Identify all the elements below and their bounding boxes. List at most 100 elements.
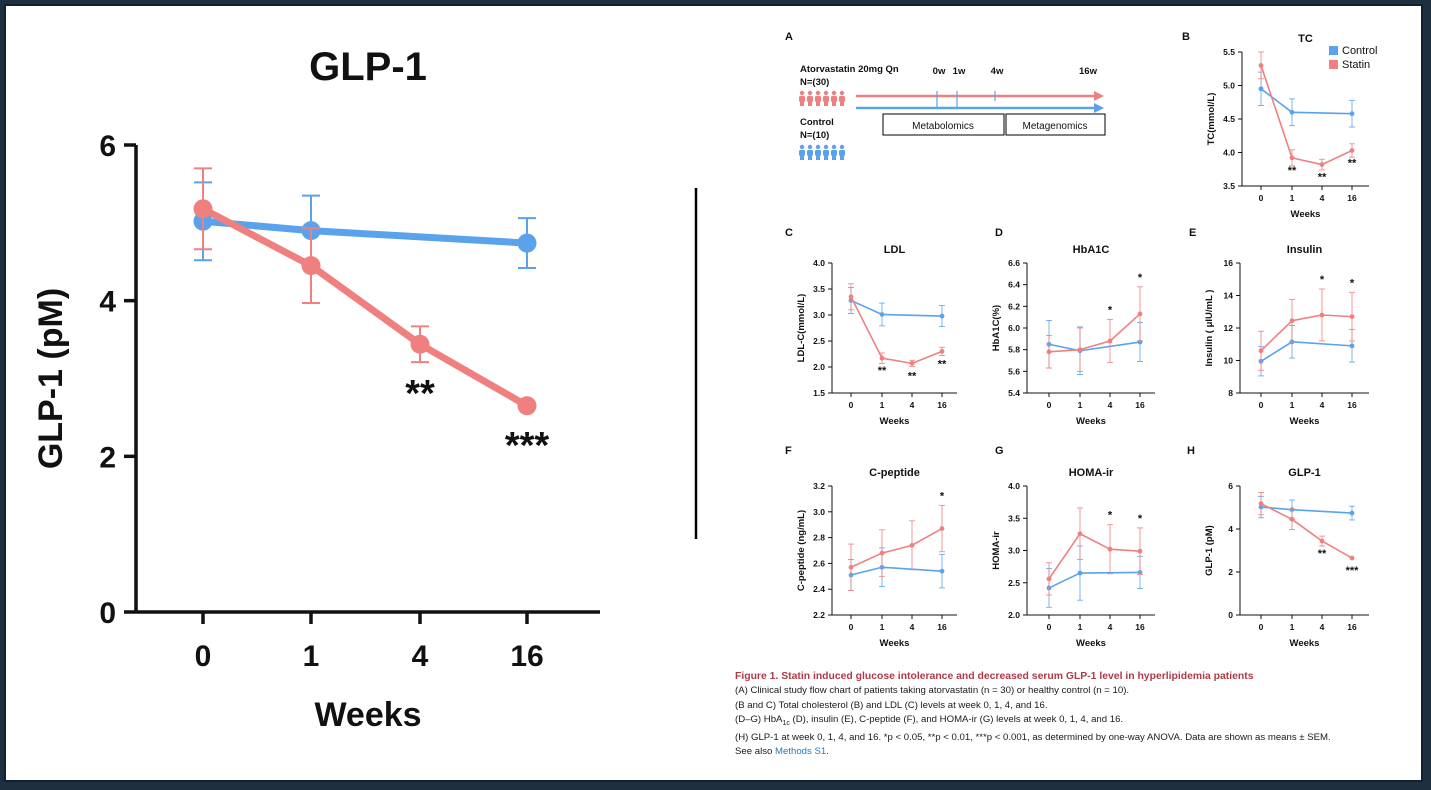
x-tick-label: 16 <box>937 622 947 632</box>
legend-label: Control <box>1342 45 1377 57</box>
data-point <box>1319 312 1325 318</box>
series-line <box>1048 313 1141 353</box>
person-legs <box>808 101 812 106</box>
x-axis-label: Weeks <box>314 696 421 734</box>
control-group-label: Control <box>800 117 834 128</box>
panel-letter: C <box>785 227 793 239</box>
panel-letter: B <box>1182 31 1190 43</box>
caption-text: (D), insulin (E), C-peptide (F), and HOM… <box>789 713 1124 725</box>
significance-label: * <box>1108 510 1113 522</box>
data-point <box>1349 148 1355 153</box>
legend-label: Statin <box>1342 59 1370 71</box>
x-tick-label: 0 <box>849 400 854 410</box>
chart-C: C LDL 1.5 2.0 2.5 3.0 3.5 4.0 0 1 4 16 Weeks LDL-C(mm… <box>785 227 957 427</box>
data-point <box>1137 311 1143 317</box>
control-arrowhead <box>1094 103 1104 113</box>
y-axis-label: HbA1C(%) <box>991 305 1002 351</box>
caption-line: See also Methods S1. <box>735 745 1415 759</box>
x-tick-label: 16 <box>510 640 543 673</box>
panel-letter: E <box>1189 227 1196 239</box>
y-axis-label: C-peptide (ng/mL) <box>796 510 807 591</box>
y-tick-label: 10 <box>1224 356 1234 366</box>
chart-title: TC <box>1298 33 1313 45</box>
x-tick-label: 4 <box>1108 400 1113 410</box>
person-icon-statin <box>799 90 845 106</box>
y-tick-label: 4.5 <box>1223 114 1235 124</box>
y-axis-label: TC(mmol/L) <box>1206 93 1217 146</box>
statin-group-label: Atorvastatin 20mg Qn <box>800 64 899 75</box>
person-head <box>823 144 829 150</box>
person-legs <box>824 101 828 106</box>
significance-label: ** <box>938 358 947 370</box>
data-point <box>1349 510 1355 516</box>
series-line <box>1048 571 1141 589</box>
series-line <box>1260 88 1353 115</box>
x-tick-label: 4 <box>1320 193 1325 203</box>
y-axis-label: LDL-C(mmol/L) <box>796 294 807 363</box>
y-tick-label: 2 <box>99 441 116 474</box>
data-point <box>1258 63 1264 68</box>
data-point <box>909 542 915 548</box>
caption-line: (H) GLP-1 at week 0, 1, 4, and 16. *p < … <box>735 732 1331 744</box>
data-point <box>301 256 321 276</box>
y-tick-label: 5.5 <box>1223 47 1235 57</box>
data-point <box>848 294 854 300</box>
metabolomics-box <box>882 113 1005 136</box>
person-legs <box>840 101 844 106</box>
x-tick-label: 0 <box>1047 400 1052 410</box>
x-tick-label: 0 <box>1259 193 1264 203</box>
significance-label: * <box>1138 272 1143 284</box>
series-line <box>850 566 943 576</box>
y-tick-label: 3.2 <box>813 481 825 491</box>
chart-title: GLP-1 <box>1288 467 1320 479</box>
y-tick-label: 6 <box>99 130 116 163</box>
data-point <box>939 349 945 354</box>
x-tick-label: 0 <box>849 622 854 632</box>
y-tick-label: 5.0 <box>1223 81 1235 91</box>
data-point <box>1289 155 1295 161</box>
y-tick-label: 8 <box>1228 388 1233 398</box>
data-point <box>517 233 537 253</box>
timepoint-label: 0w <box>933 66 946 77</box>
data-point <box>1077 347 1083 353</box>
data-point <box>1289 516 1295 522</box>
y-tick-label: 3.5 <box>813 284 825 294</box>
series-line <box>850 296 943 365</box>
timepoint-label: 16w <box>1079 66 1098 77</box>
significance-label: *** <box>1346 565 1360 577</box>
data-point <box>1077 570 1083 576</box>
data-point <box>1046 349 1052 355</box>
x-tick-label: 1 <box>1290 400 1295 410</box>
x-tick-label: 0 <box>1259 622 1264 632</box>
y-tick-label: 2 <box>1228 567 1233 577</box>
y-tick-label: 3.5 <box>1223 181 1235 191</box>
y-tick-label: 14 <box>1224 291 1234 301</box>
series-line <box>1260 65 1353 166</box>
data-point <box>939 313 945 319</box>
chart-title: HbA1C <box>1073 244 1110 256</box>
y-tick-label: 0 <box>1228 610 1233 620</box>
y-axis-label: GLP-1 (pM) <box>32 288 70 469</box>
significance-label: ** <box>878 365 887 377</box>
y-tick-label: 2.8 <box>813 533 825 543</box>
y-tick-label: 1.5 <box>813 388 825 398</box>
panel-letter-a: A <box>785 31 793 43</box>
x-tick-label: 0 <box>195 640 212 673</box>
legend-swatch <box>1329 46 1338 55</box>
person-head <box>839 144 845 150</box>
significance-label: * <box>1138 513 1143 525</box>
data-point <box>1289 109 1295 115</box>
data-point <box>1107 338 1113 344</box>
data-point <box>1137 548 1143 554</box>
series-line <box>850 299 943 317</box>
person-body <box>807 150 813 156</box>
person-head <box>831 144 837 150</box>
series-line <box>1048 532 1141 580</box>
y-tick-label: 2.2 <box>813 610 825 620</box>
methods-link[interactable]: Methods S1 <box>775 746 827 758</box>
caption-text: . <box>826 746 829 758</box>
chart-D: D HbA1C 5.4 5.6 5.8 6.0 6.2 6.4 6.6 0 1 4 16 Weeks HbA… <box>991 227 1155 427</box>
person-body <box>839 96 845 102</box>
